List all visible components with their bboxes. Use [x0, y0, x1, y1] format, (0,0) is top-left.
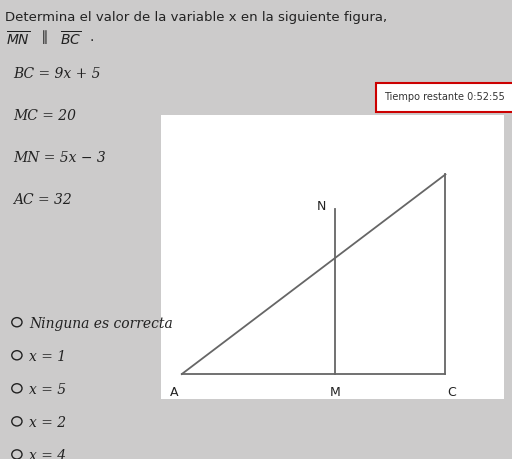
Bar	[161, 115, 504, 399]
Bar	[376, 83, 512, 112]
Text: $\overline{MN}$: $\overline{MN}$	[6, 30, 31, 48]
Text: x = 1: x = 1	[29, 350, 67, 364]
Text: MN = 5x − 3: MN = 5x − 3	[13, 151, 105, 165]
Text: M: M	[330, 386, 340, 398]
Text: x = 2: x = 2	[29, 416, 67, 430]
Text: x = 5: x = 5	[29, 383, 67, 397]
Text: BC = 9x + 5: BC = 9x + 5	[13, 67, 100, 81]
Text: ∥: ∥	[37, 30, 53, 44]
Text: Tiempo restante 0:52:55: Tiempo restante 0:52:55	[384, 92, 505, 102]
Text: N: N	[317, 200, 326, 213]
Text: AC = 32: AC = 32	[13, 193, 72, 207]
Text: A: A	[170, 386, 178, 398]
Text: MC = 20: MC = 20	[13, 109, 76, 123]
Text: C: C	[447, 386, 456, 398]
Text: $\overline{BC}$: $\overline{BC}$	[60, 30, 81, 48]
Text: .: .	[90, 30, 94, 44]
Text: x = 4: x = 4	[29, 449, 67, 459]
Text: Determina el valor de la variable x en la siguiente figura,: Determina el valor de la variable x en l…	[5, 11, 387, 24]
Text: Ninguna es correcta: Ninguna es correcta	[29, 317, 173, 331]
